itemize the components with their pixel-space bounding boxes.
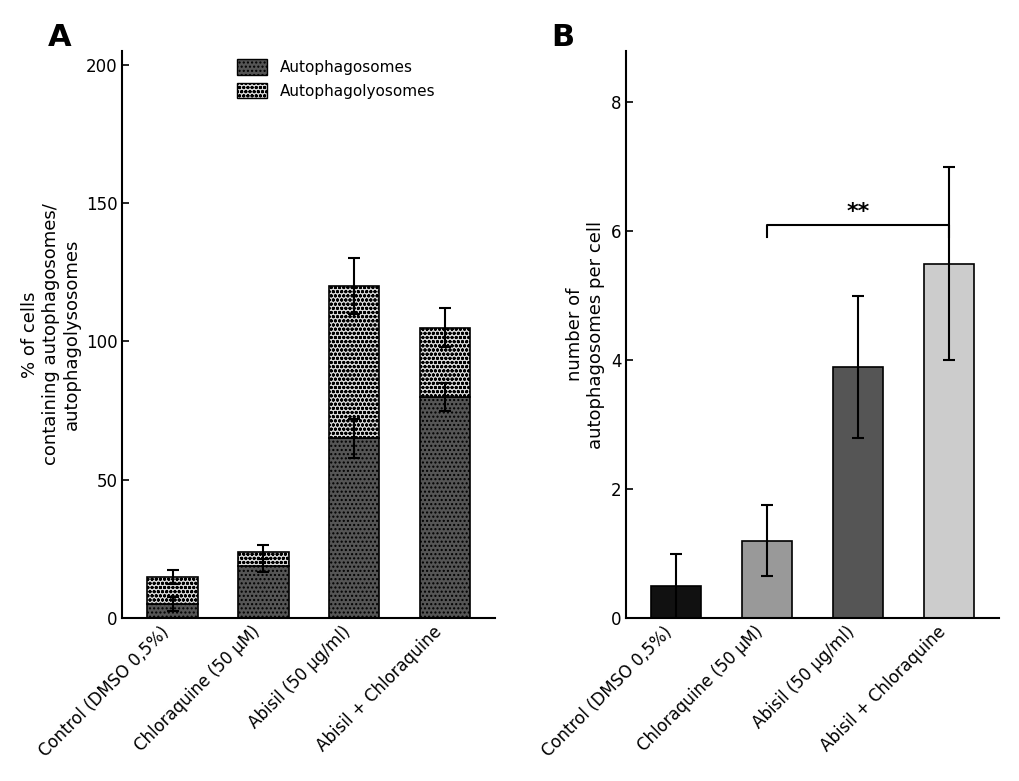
Bar: [148, 604, 198, 618]
Bar: [420, 327, 470, 397]
Bar: [742, 540, 792, 618]
Bar: [148, 576, 198, 604]
Bar: [650, 586, 700, 618]
Text: B: B: [551, 23, 574, 52]
Legend: Autophagosomes, Autophagolyosomes: Autophagosomes, Autophagolyosomes: [230, 53, 441, 105]
Text: **: **: [846, 201, 869, 222]
Bar: [329, 438, 379, 618]
Bar: [420, 397, 470, 618]
Bar: [238, 565, 288, 618]
Bar: [923, 264, 973, 618]
Text: A: A: [48, 23, 71, 52]
Bar: [238, 551, 288, 565]
Y-axis label: % of cells
containing autophagosomes/
autophagolysosomes: % of cells containing autophagosomes/ au…: [20, 204, 81, 465]
Bar: [329, 286, 379, 438]
Bar: [833, 367, 882, 618]
Y-axis label: number of
autophagosomes per cell: number of autophagosomes per cell: [566, 220, 604, 448]
